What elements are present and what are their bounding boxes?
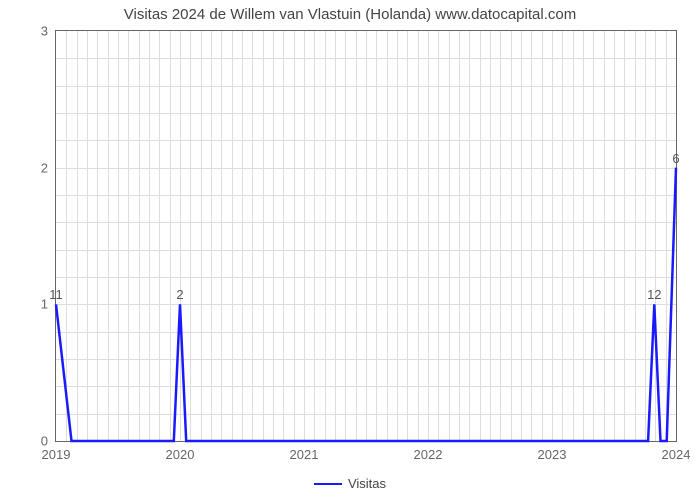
data-label: 12 [647,287,661,304]
x-tick-label: 2020 [166,441,195,462]
data-label: 6 [672,151,679,168]
x-tick-label: 2022 [414,441,443,462]
data-label: 11 [49,287,63,304]
series-line [56,31,676,441]
x-tick-label: 2024 [662,441,691,462]
y-tick-label: 2 [41,160,56,175]
x-tick-label: 2019 [42,441,71,462]
chart-title: Visitas 2024 de Willem van Vlastuin (Hol… [0,6,700,23]
legend-swatch [314,483,342,485]
chart-container: Visitas 2024 de Willem van Vlastuin (Hol… [0,0,700,500]
legend-label: Visitas [348,476,386,491]
legend: Visitas [0,475,700,491]
plot-area: 0123201920202021202220232024112126 [55,30,677,442]
x-tick-label: 2023 [538,441,567,462]
x-tick-label: 2021 [290,441,319,462]
data-label: 2 [176,287,183,304]
y-tick-label: 3 [41,24,56,39]
